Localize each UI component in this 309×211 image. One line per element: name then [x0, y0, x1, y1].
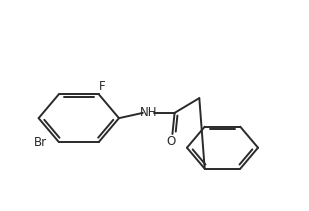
Text: NH: NH	[140, 106, 157, 119]
Text: F: F	[99, 80, 105, 93]
Text: O: O	[166, 135, 176, 148]
Text: Br: Br	[34, 137, 47, 149]
